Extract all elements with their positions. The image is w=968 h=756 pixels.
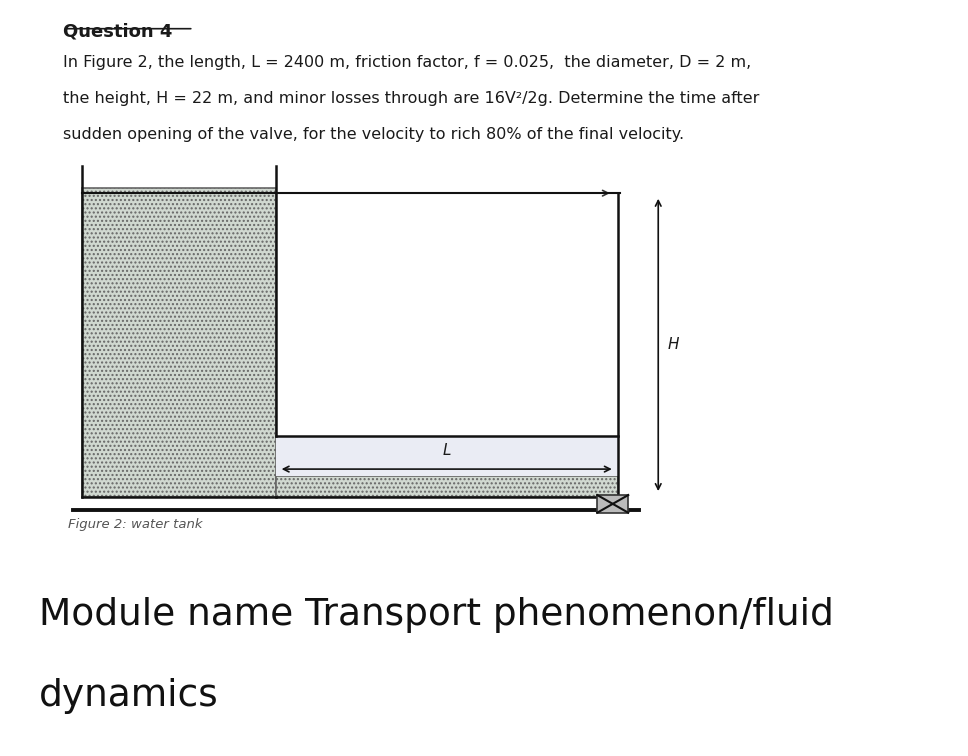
Text: Figure 2: water tank: Figure 2: water tank — [68, 518, 202, 531]
Text: In Figure 2, the length, L = 2400 m, friction factor, f = 0.025,  the diameter, : In Figure 2, the length, L = 2400 m, fri… — [63, 55, 751, 70]
Text: sudden opening of the valve, for the velocity to rich 80% of the final velocity.: sudden opening of the valve, for the vel… — [63, 127, 684, 142]
Text: L: L — [442, 443, 451, 458]
Bar — [597, 495, 628, 513]
Bar — [276, 476, 618, 497]
Text: H: H — [668, 337, 680, 352]
Text: the height, H = 22 m, and minor losses through are 16V²/2g. Determine the time a: the height, H = 22 m, and minor losses t… — [63, 91, 759, 106]
Text: Module name Transport phenomenon/fluid: Module name Transport phenomenon/fluid — [39, 596, 833, 633]
Text: Question 4: Question 4 — [63, 22, 172, 40]
Bar — [82, 187, 276, 497]
Bar — [276, 436, 618, 476]
Text: dynamics: dynamics — [39, 678, 219, 714]
